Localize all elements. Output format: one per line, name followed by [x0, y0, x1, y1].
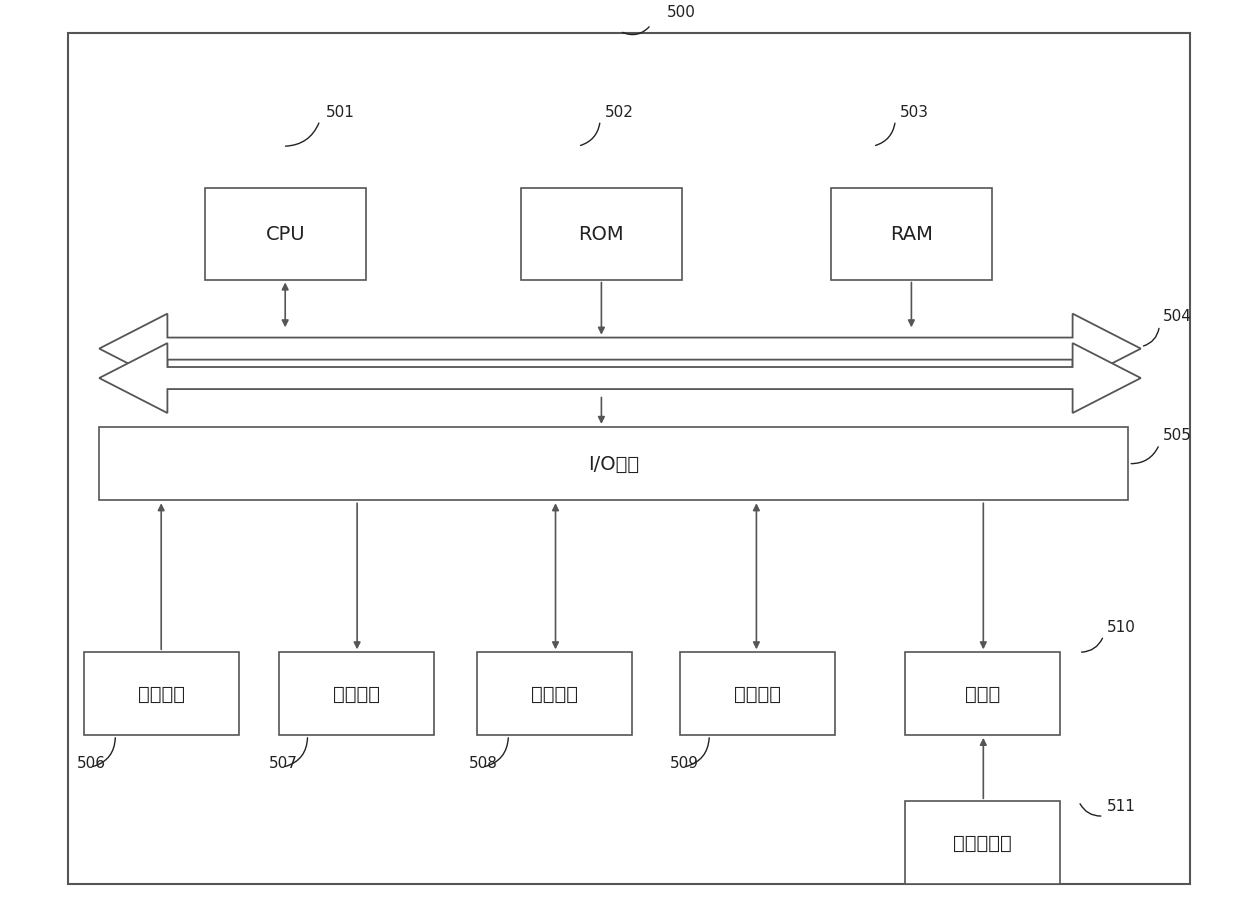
Text: RAM: RAM	[890, 225, 932, 244]
Bar	[905, 652, 1060, 735]
Text: 508: 508	[469, 755, 497, 770]
Bar	[477, 652, 632, 735]
Bar	[99, 427, 1128, 501]
Text: 存储部分: 存储部分	[532, 685, 578, 703]
Text: 506: 506	[77, 755, 105, 770]
Text: 511: 511	[1107, 799, 1136, 813]
Text: 通信部分: 通信部分	[734, 685, 780, 703]
Text: 可拆卸介质: 可拆卸介质	[954, 834, 1012, 852]
Text: 504: 504	[1163, 309, 1192, 323]
Text: 502: 502	[605, 105, 634, 119]
Text: 输入部分: 输入部分	[139, 685, 185, 703]
Bar	[831, 188, 992, 280]
Bar	[905, 801, 1060, 884]
Text: 501: 501	[326, 105, 355, 119]
Bar	[521, 188, 682, 280]
Bar	[84, 652, 239, 735]
Text: ROM: ROM	[579, 225, 624, 244]
Bar	[205, 188, 366, 280]
Text: 509: 509	[670, 755, 698, 770]
Text: 505: 505	[1163, 428, 1192, 443]
Text: 500: 500	[667, 6, 696, 20]
Text: 驱动器: 驱动器	[965, 685, 1001, 703]
Text: 507: 507	[269, 755, 298, 770]
Bar	[680, 652, 835, 735]
Text: 输出部分: 输出部分	[334, 685, 379, 703]
Polygon shape	[99, 344, 1141, 414]
Polygon shape	[99, 314, 1141, 384]
Bar	[279, 652, 434, 735]
Text: CPU: CPU	[265, 225, 305, 244]
Text: I/O接口: I/O接口	[588, 455, 640, 473]
Text: 510: 510	[1107, 619, 1136, 634]
Text: 503: 503	[900, 105, 929, 119]
